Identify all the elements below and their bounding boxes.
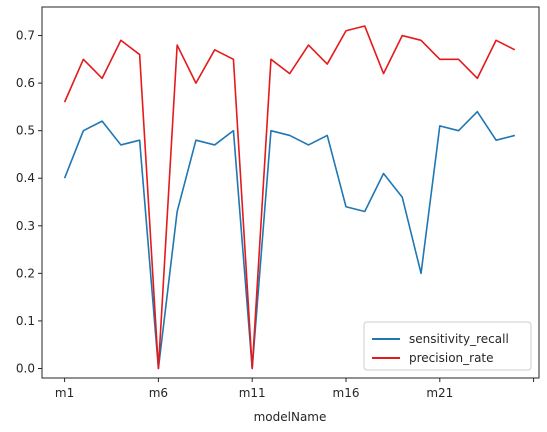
- y-tick-label: 0.4: [16, 171, 35, 185]
- y-axis: 0.0 0.1 0.2 0.3 0.4 0.5 0.6 0.7: [16, 29, 42, 375]
- series-line-sensitivity-recall: [63, 110, 516, 370]
- y-tick-label: 0.0: [16, 361, 35, 375]
- x-tick-label: m1: [55, 386, 74, 400]
- y-tick-label: 0.3: [16, 219, 35, 233]
- y-tick-label: 0.1: [16, 314, 35, 328]
- x-tick-label: m16: [333, 386, 360, 400]
- x-tick-label: m6: [149, 386, 168, 400]
- y-tick-label: 0.7: [16, 29, 35, 43]
- series-lines: [63, 25, 516, 370]
- x-axis: m1 m6 m11 m16 m21: [55, 378, 535, 400]
- legend: sensitivity_recall precision_rate: [363, 321, 532, 371]
- series-line-precision-rate: [63, 25, 516, 370]
- legend-label-sensitivity-recall: sensitivity_recall: [409, 332, 509, 346]
- x-tick-label: m21: [426, 386, 453, 400]
- x-axis-title: modelName: [254, 410, 327, 424]
- legend-box: [363, 321, 532, 371]
- plot-area: [41, 6, 540, 379]
- y-tick-label: 0.2: [16, 266, 35, 280]
- x-tick-label: m11: [239, 386, 266, 400]
- y-tick-label: 0.6: [16, 76, 35, 90]
- y-tick-label: 0.5: [16, 124, 35, 138]
- legend-label-precision-rate: precision_rate: [409, 351, 494, 365]
